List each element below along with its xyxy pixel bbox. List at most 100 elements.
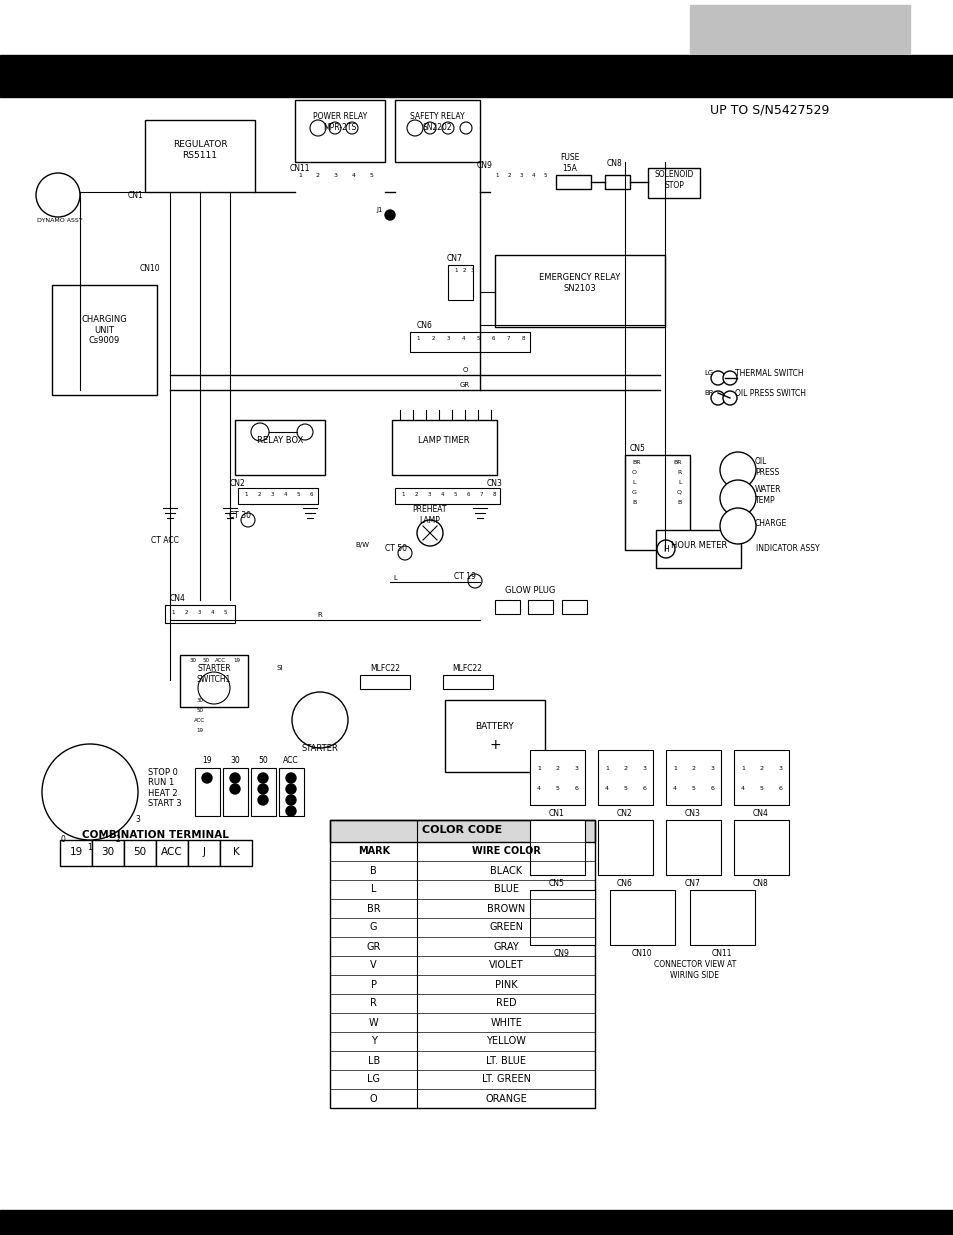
Bar — [598, 820, 652, 876]
Bar — [665, 820, 720, 876]
Text: 3: 3 — [779, 766, 782, 771]
Text: STARTER: STARTER — [301, 743, 338, 752]
Bar — [598, 750, 652, 805]
Text: ACC: ACC — [215, 657, 226, 662]
Text: GREEN: GREEN — [489, 923, 522, 932]
Circle shape — [36, 173, 80, 217]
Text: BROWN: BROWN — [487, 904, 525, 914]
Text: LB: LB — [367, 1056, 379, 1066]
Bar — [251, 768, 275, 816]
Text: CN8: CN8 — [606, 158, 622, 168]
Text: O: O — [462, 367, 467, 373]
Text: 5: 5 — [691, 785, 695, 790]
Text: CN11: CN11 — [711, 948, 732, 957]
Circle shape — [722, 391, 737, 405]
Text: 5: 5 — [476, 336, 479, 341]
Text: ACC: ACC — [283, 756, 298, 764]
Text: 2: 2 — [760, 766, 763, 771]
Bar — [556, 175, 590, 189]
Bar — [180, 655, 248, 706]
Text: 1: 1 — [740, 766, 744, 771]
Bar — [330, 820, 595, 1108]
Text: 5: 5 — [296, 492, 299, 496]
Text: CT ACC: CT ACC — [151, 536, 179, 545]
Text: O: O — [370, 1093, 377, 1104]
Text: CN1: CN1 — [127, 190, 143, 200]
Text: LG: LG — [704, 370, 713, 375]
Text: ACC: ACC — [161, 847, 183, 857]
Text: MLFC22: MLFC22 — [370, 663, 399, 673]
Text: 4: 4 — [352, 173, 355, 178]
Bar — [442, 676, 493, 689]
Text: G: G — [631, 489, 637, 494]
Text: 2: 2 — [184, 610, 188, 615]
Text: 2: 2 — [315, 173, 319, 178]
Circle shape — [722, 370, 737, 385]
Text: CN9: CN9 — [554, 948, 569, 957]
Text: FUSE
15A: FUSE 15A — [559, 153, 579, 173]
Bar — [0, 1210, 953, 1235]
Bar — [656, 530, 740, 568]
Text: K: K — [233, 847, 239, 857]
Text: 50: 50 — [133, 847, 147, 857]
Text: CHARGING
UNIT
Cs9009: CHARGING UNIT Cs9009 — [81, 315, 127, 345]
Circle shape — [296, 424, 313, 440]
Text: DYNAMO ASSY: DYNAMO ASSY — [37, 217, 83, 222]
Text: POWER RELAY
MPR-2TS: POWER RELAY MPR-2TS — [313, 112, 367, 132]
Text: 3: 3 — [470, 268, 474, 273]
Bar — [223, 768, 248, 816]
Text: 5: 5 — [542, 173, 546, 178]
Circle shape — [720, 452, 755, 488]
Bar — [624, 454, 689, 550]
Text: 0: 0 — [60, 835, 65, 845]
Text: 2: 2 — [115, 835, 120, 845]
Text: W: W — [369, 1018, 378, 1028]
Text: STOP 0: STOP 0 — [148, 767, 177, 777]
Bar — [359, 676, 410, 689]
Text: SI: SI — [276, 664, 283, 671]
Text: L: L — [371, 884, 376, 894]
Text: BR: BR — [673, 459, 681, 464]
Text: CN1: CN1 — [549, 809, 564, 818]
Text: 3: 3 — [642, 766, 646, 771]
Text: 3: 3 — [135, 815, 140, 824]
Text: 4: 4 — [740, 785, 744, 790]
Text: J: J — [202, 847, 205, 857]
Text: UP TO S/N5427529: UP TO S/N5427529 — [710, 104, 829, 116]
Text: WATER
TEMP: WATER TEMP — [754, 485, 781, 505]
Text: CN8: CN8 — [752, 878, 768, 888]
Bar — [52, 285, 157, 395]
Text: YELLOW: YELLOW — [486, 1036, 526, 1046]
Text: 6: 6 — [642, 785, 646, 790]
Text: 4: 4 — [537, 785, 540, 790]
Circle shape — [468, 574, 481, 588]
Text: 6: 6 — [309, 492, 313, 496]
Text: 3: 3 — [197, 610, 200, 615]
Circle shape — [710, 370, 724, 385]
Text: START 3: START 3 — [148, 799, 181, 809]
Text: CN9: CN9 — [476, 161, 493, 169]
Text: INDICATOR ASSY: INDICATOR ASSY — [755, 543, 819, 552]
Text: 2: 2 — [507, 173, 510, 178]
Bar — [188, 840, 220, 866]
Text: 30: 30 — [196, 698, 203, 703]
Circle shape — [241, 513, 254, 527]
Circle shape — [346, 122, 357, 135]
Text: BR: BR — [367, 904, 380, 914]
Text: CN7: CN7 — [447, 253, 462, 263]
Bar — [330, 820, 595, 842]
Text: 6: 6 — [466, 492, 469, 496]
Text: 3: 3 — [334, 173, 337, 178]
Text: CN10: CN10 — [140, 263, 160, 273]
Text: CN3: CN3 — [684, 809, 700, 818]
Text: THERMAL SWITCH: THERMAL SWITCH — [734, 368, 802, 378]
Bar — [495, 600, 519, 614]
Text: 5: 5 — [223, 610, 227, 615]
Text: B: B — [370, 866, 376, 876]
Text: L: L — [393, 576, 396, 580]
Text: OIL
PRESS: OIL PRESS — [754, 457, 779, 477]
Text: BLACK: BLACK — [490, 866, 521, 876]
Text: BLUE: BLUE — [494, 884, 518, 894]
Bar — [124, 840, 156, 866]
Circle shape — [286, 795, 295, 805]
